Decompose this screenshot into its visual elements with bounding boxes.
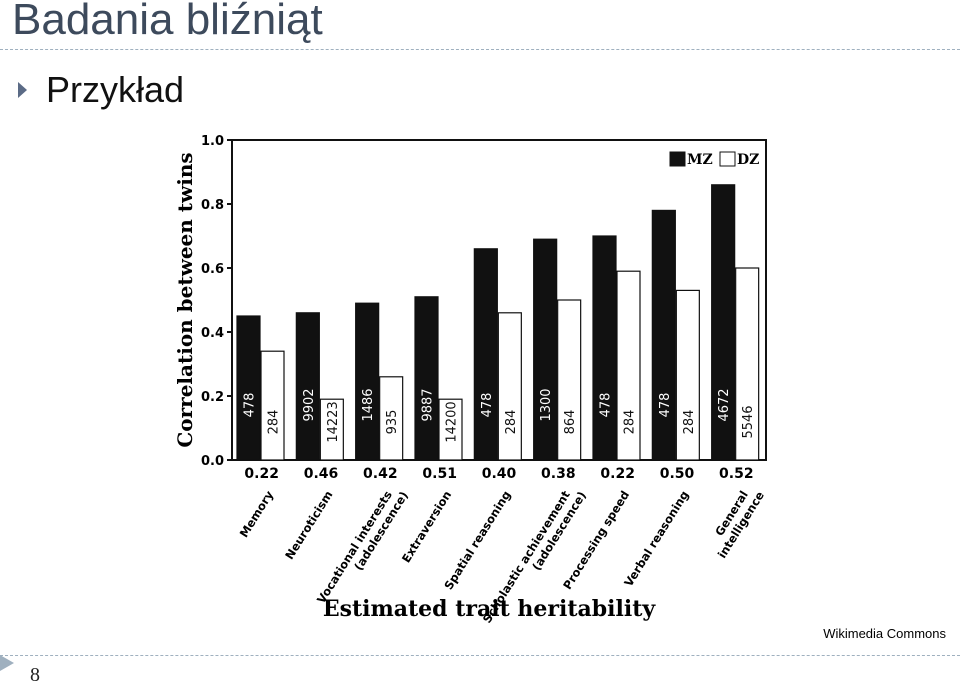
corner-arrow-icon [0, 655, 14, 671]
mz-sample-size: 1300 [539, 388, 554, 421]
dz-bar [260, 350, 285, 461]
slide-title: Badania bliźniąt [12, 0, 323, 44]
category-label: Generalintelligence [703, 481, 767, 561]
y-tick-label: 0.0 [201, 454, 224, 469]
mz-sample-size: 9887 [421, 388, 436, 421]
mz-bar [355, 302, 380, 461]
heritability-value: 0.51 [422, 466, 457, 482]
dz-sample-size: 284 [623, 410, 638, 435]
mz-sample-size: 4672 [717, 388, 732, 421]
dz-bar [379, 376, 404, 461]
y-tick-label: 0.2 [201, 390, 224, 405]
dz-sample-size: 284 [267, 410, 282, 435]
mz-sample-size: 478 [599, 393, 614, 418]
mz-bar [295, 312, 320, 461]
heritability-value: 0.52 [719, 466, 754, 482]
mz-sample-size: 9902 [302, 388, 317, 421]
legend-swatch-mz [669, 151, 686, 167]
dz-bar [557, 299, 582, 461]
heritability-value: 0.22 [244, 466, 279, 482]
image-credit: Wikimedia Commons [823, 626, 946, 641]
y-tick-label: 0.6 [201, 262, 224, 277]
bullet-arrow-icon [18, 82, 27, 98]
heritability-value: 0.42 [363, 466, 398, 482]
dz-bar [438, 398, 463, 461]
category-label: Neuroticism [282, 488, 335, 562]
category-label: Verbal reasoning [621, 488, 691, 589]
heritability-value: 0.50 [660, 466, 695, 482]
y-tick-label: 0.4 [201, 326, 224, 341]
mz-sample-size: 478 [658, 393, 673, 418]
dz-bar [675, 289, 700, 461]
mz-sample-size: 1486 [361, 388, 376, 421]
mz-bar [473, 248, 498, 461]
bullet-text: Przykład [46, 69, 185, 110]
heritability-value: 0.40 [482, 466, 517, 482]
legend-label-mz: MZ [687, 152, 713, 168]
title-divider [0, 49, 960, 50]
dz-sample-size: 14223 [326, 401, 341, 442]
y-tick-label: 0.8 [201, 198, 224, 213]
category-label: Spatial reasoning [441, 488, 513, 592]
mz-bar [533, 238, 558, 461]
mz-bar [651, 209, 676, 461]
legend-swatch-dz [719, 151, 736, 167]
footer-divider [0, 655, 960, 656]
heritability-value: 0.38 [541, 466, 576, 482]
dz-sample-size: 935 [385, 410, 400, 435]
y-tick-label: 1.0 [201, 134, 224, 149]
slide-number: 8 [30, 664, 40, 686]
dz-sample-size: 864 [563, 410, 578, 435]
mz-sample-size: 478 [243, 393, 258, 418]
x-axis-label: Estimated trait heritability [323, 596, 657, 622]
mz-bar [236, 315, 261, 461]
y-axis-label: Correlation between twins [173, 152, 197, 447]
dz-sample-size: 284 [504, 410, 519, 435]
dz-sample-size: 14200 [445, 401, 460, 442]
mz-bar [592, 235, 617, 461]
heritability-value: 0.46 [304, 466, 339, 482]
dz-bar [319, 398, 344, 461]
dz-bar [497, 312, 522, 461]
legend-label-dz: DZ [737, 152, 759, 168]
mz-bar [414, 296, 439, 461]
heritability-chart: 0.0 0.2 0.4 0.6 0.8 1.0 Correlation between tw… [173, 134, 767, 626]
heritability-value: 0.22 [600, 466, 635, 482]
dz-bar [616, 270, 641, 461]
category-label: Memory [237, 488, 277, 540]
dz-bar [735, 267, 760, 461]
mz-bar [711, 184, 736, 461]
dz-sample-size: 5546 [741, 405, 756, 438]
mz-sample-size: 478 [480, 393, 495, 418]
dz-sample-size: 284 [682, 410, 697, 435]
